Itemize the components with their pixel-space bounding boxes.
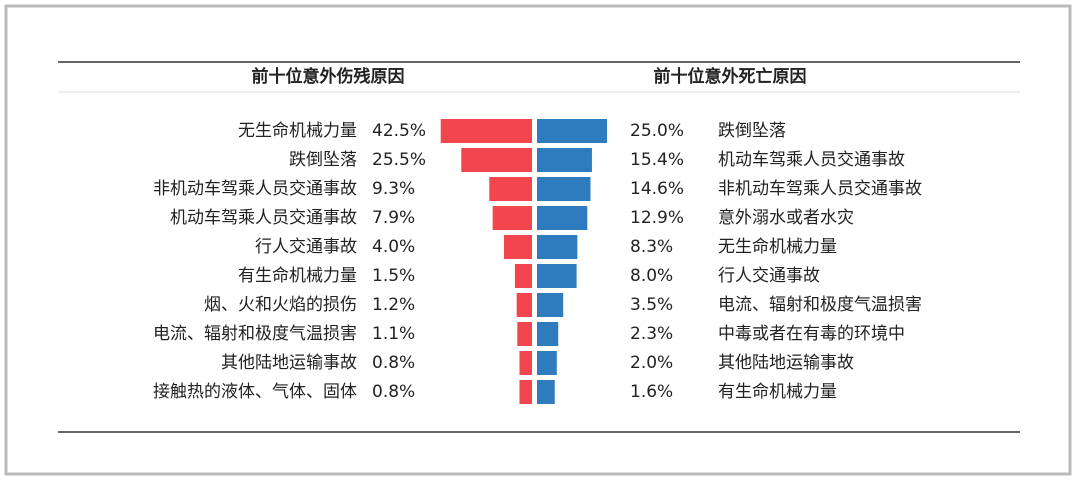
right-value-label: 2.3% bbox=[630, 324, 673, 344]
left-category: 无生命机械力量 bbox=[238, 121, 357, 141]
right-value-label: 8.3% bbox=[630, 237, 673, 257]
left-category: 电流、辐射和极度气温损害 bbox=[153, 324, 357, 344]
left-value-label: 7.9% bbox=[372, 208, 415, 228]
right-category: 跌倒坠落 bbox=[718, 121, 786, 141]
left-bar bbox=[492, 206, 532, 230]
left-category: 其他陆地运输事故 bbox=[221, 353, 357, 373]
right-category: 中毒或者在有毒的环境中 bbox=[718, 324, 905, 344]
left-bar bbox=[519, 351, 532, 375]
right-category: 意外溺水或者水灾 bbox=[718, 208, 854, 228]
right-bar bbox=[537, 293, 564, 317]
right-value-label: 8.0% bbox=[630, 266, 673, 286]
left-bar bbox=[461, 148, 532, 172]
right-bar bbox=[537, 119, 607, 143]
left-value-label: 4.0% bbox=[372, 237, 415, 257]
right-category: 机动车驾乘人员交通事故 bbox=[718, 150, 905, 170]
right-category: 行人交通事故 bbox=[718, 266, 820, 286]
right-bar bbox=[537, 322, 559, 346]
right-bar bbox=[537, 380, 555, 404]
left-category: 跌倒坠落 bbox=[289, 150, 357, 170]
left-category: 行人交通事故 bbox=[255, 237, 357, 257]
right-bar bbox=[537, 206, 588, 230]
right-category: 电流、辐射和极度气温损害 bbox=[718, 295, 922, 315]
left-bar bbox=[489, 177, 532, 201]
left-value-label: 42.5% bbox=[372, 121, 426, 141]
left-value-label: 0.8% bbox=[372, 382, 415, 402]
right-value-label: 1.6% bbox=[630, 382, 673, 402]
right-value-label: 14.6% bbox=[630, 179, 684, 199]
left-category: 接触热的液体、气体、固体 bbox=[153, 382, 357, 402]
right-bar bbox=[537, 264, 577, 288]
right-bar bbox=[537, 177, 591, 201]
left-bar bbox=[440, 119, 532, 143]
right-category: 无生命机械力量 bbox=[718, 237, 837, 257]
right-bar bbox=[537, 148, 592, 172]
left-value-label: 25.5% bbox=[372, 150, 426, 170]
left-category: 有生命机械力量 bbox=[238, 266, 357, 286]
left-bar bbox=[517, 322, 532, 346]
left-category: 非机动车驾乘人员交通事故 bbox=[153, 179, 357, 199]
left-bar bbox=[516, 293, 532, 317]
left-title: 前十位意外伤残原因 bbox=[252, 66, 405, 87]
right-category: 非机动车驾乘人员交通事故 bbox=[718, 179, 922, 199]
right-value-label: 12.9% bbox=[630, 208, 684, 228]
left-category: 机动车驾乘人员交通事故 bbox=[170, 208, 357, 228]
left-bar bbox=[514, 264, 532, 288]
right-category: 有生命机械力量 bbox=[718, 382, 837, 402]
right-bar bbox=[537, 351, 557, 375]
right-category: 其他陆地运输事故 bbox=[718, 353, 854, 373]
left-bar bbox=[504, 235, 532, 259]
left-value-label: 1.5% bbox=[372, 266, 415, 286]
right-value-label: 25.0% bbox=[630, 121, 684, 141]
left-value-label: 1.1% bbox=[372, 324, 415, 344]
left-category: 烟、火和火焰的损伤 bbox=[204, 295, 357, 315]
left-value-label: 0.8% bbox=[372, 353, 415, 373]
left-value-label: 9.3% bbox=[372, 179, 415, 199]
right-value-label: 3.5% bbox=[630, 295, 673, 315]
left-bar bbox=[519, 380, 532, 404]
left-value-label: 1.2% bbox=[372, 295, 415, 315]
right-value-label: 15.4% bbox=[630, 150, 684, 170]
right-value-label: 2.0% bbox=[630, 353, 673, 373]
right-bar bbox=[537, 235, 578, 259]
right-title: 前十位意外死亡原因 bbox=[654, 66, 807, 87]
